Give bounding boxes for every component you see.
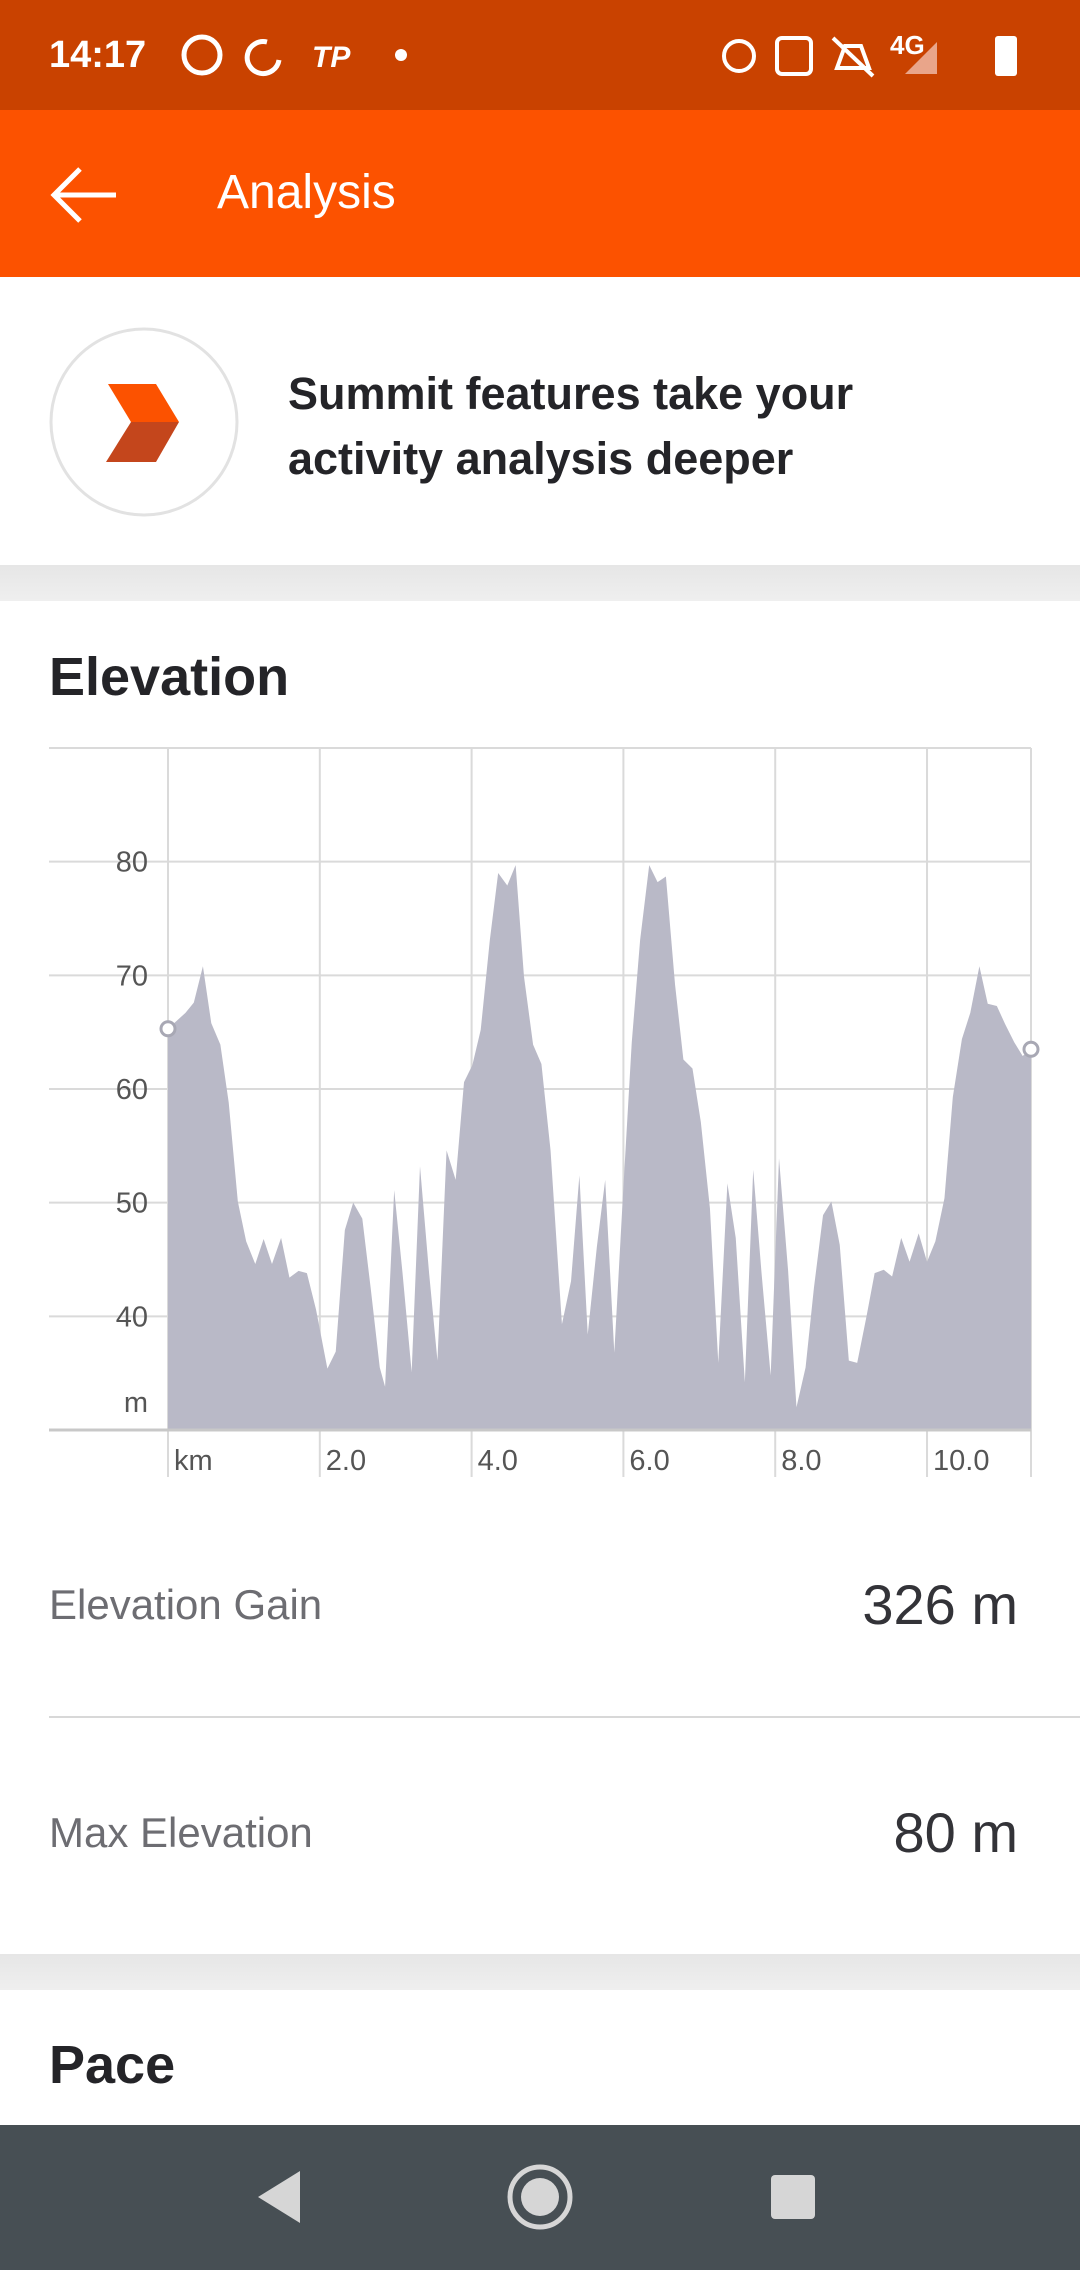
navigation-bar [0, 2125, 1080, 2270]
app-bar: Analysis [0, 110, 1080, 277]
svg-text:TP: TP [312, 41, 351, 74]
nav-icons [258, 2164, 815, 2230]
y-tick-label: 80 [116, 847, 148, 879]
x-tick-label: 6.0 [629, 1445, 669, 1477]
status-network: 4G [890, 30, 925, 60]
y-tick-label: 70 [116, 960, 148, 992]
stat-value: 326 m [862, 1573, 1018, 1636]
y-tick-label: 40 [116, 1301, 148, 1333]
y-tick-label: 60 [116, 1074, 148, 1106]
endpoint-marker [159, 1020, 177, 1038]
stat-label: Max Elevation [49, 1809, 313, 1856]
stat-value: 80 m [893, 1801, 1019, 1864]
status-icons-right [722, 36, 1017, 78]
nav-home[interactable] [507, 2164, 573, 2230]
promo-text: Summit features take your activity analy… [288, 368, 854, 484]
section-divider [0, 1954, 1080, 1990]
x-tick-label: 10.0 [933, 1445, 989, 1477]
endpoint-marker [1022, 1040, 1040, 1058]
section-title: Pace [49, 2035, 176, 2095]
y-tick-label: 50 [116, 1188, 148, 1220]
row-divider [49, 1716, 1080, 1718]
nav-back[interactable] [258, 2171, 300, 2223]
status-time: 14:17 [49, 34, 147, 76]
status-bar: 14:17 TP 4G [0, 0, 1080, 110]
elevation-chart: m 40 50 60 70 80 km 2.0 4.0 6.0 8.0 10.0 [49, 747, 1040, 1477]
nav-recents[interactable] [771, 2175, 815, 2219]
status-icons-left: TP [181, 34, 407, 77]
x-tick-label: 2.0 [326, 1445, 366, 1477]
y-tick-label: m [124, 1387, 148, 1419]
summit-logo [49, 327, 239, 517]
x-tick-label: 4.0 [478, 1445, 518, 1477]
elevation-area [168, 865, 1031, 1430]
x-tick-label: km [174, 1445, 213, 1477]
x-tick-label: 8.0 [781, 1445, 821, 1477]
app-bar-title: Analysis [217, 166, 396, 219]
stat-label: Elevation Gain [49, 1581, 323, 1628]
section-title: Elevation [49, 647, 290, 707]
back-button[interactable] [50, 165, 120, 225]
promo-card[interactable]: Summit features take your activity analy… [0, 277, 1080, 565]
section-divider [0, 565, 1080, 601]
